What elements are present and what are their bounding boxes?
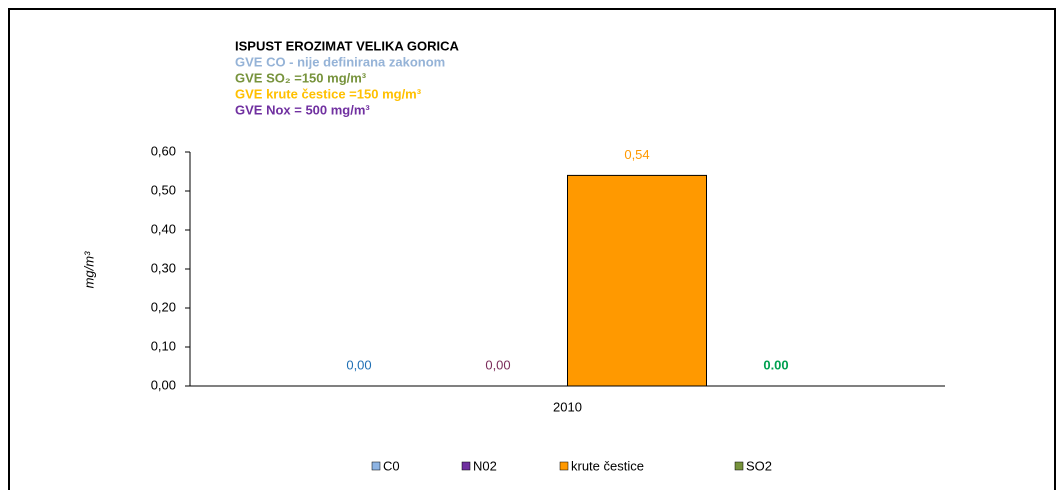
- value-label: 0,00: [346, 357, 371, 372]
- y-tick-label: 0,30: [151, 260, 176, 275]
- y-tick-label: 0,50: [151, 182, 176, 197]
- y-tick-label: 0,40: [151, 221, 176, 236]
- legend-label: krute čestice: [571, 458, 644, 473]
- legend-label: N02: [473, 458, 497, 473]
- y-tick-label: 0,10: [151, 338, 176, 353]
- x-tick-label: 2010: [553, 399, 582, 414]
- legend-swatch: [734, 461, 744, 471]
- legend-swatch: [371, 461, 381, 471]
- bar: [567, 174, 707, 387]
- y-tick-label: 0,60: [151, 143, 176, 158]
- frame: [8, 8, 1056, 490]
- annotation: ISPUST EROZIMAT VELIKA GORICA: [235, 38, 460, 53]
- value-label: 0,54: [624, 147, 649, 162]
- y-tick-label: 0,00: [151, 377, 176, 392]
- legend-swatch: [559, 461, 569, 471]
- legend-label: SO2: [746, 458, 772, 473]
- y-axis-label: mg/m³: [81, 251, 96, 289]
- annotation: GVE SO₂ =150 mg/m³: [235, 70, 367, 85]
- legend-label: C0: [383, 458, 400, 473]
- annotation: GVE krute čestice =150 mg/m³: [235, 86, 422, 101]
- annotation: GVE Nox = 500 mg/m³: [235, 102, 370, 117]
- y-tick-label: 0,20: [151, 299, 176, 314]
- legend-swatch: [461, 461, 471, 471]
- value-label: 0,00: [485, 357, 510, 372]
- annotation: GVE CO - nije definirana zakonom: [235, 54, 445, 69]
- value-label: 0.00: [763, 357, 788, 372]
